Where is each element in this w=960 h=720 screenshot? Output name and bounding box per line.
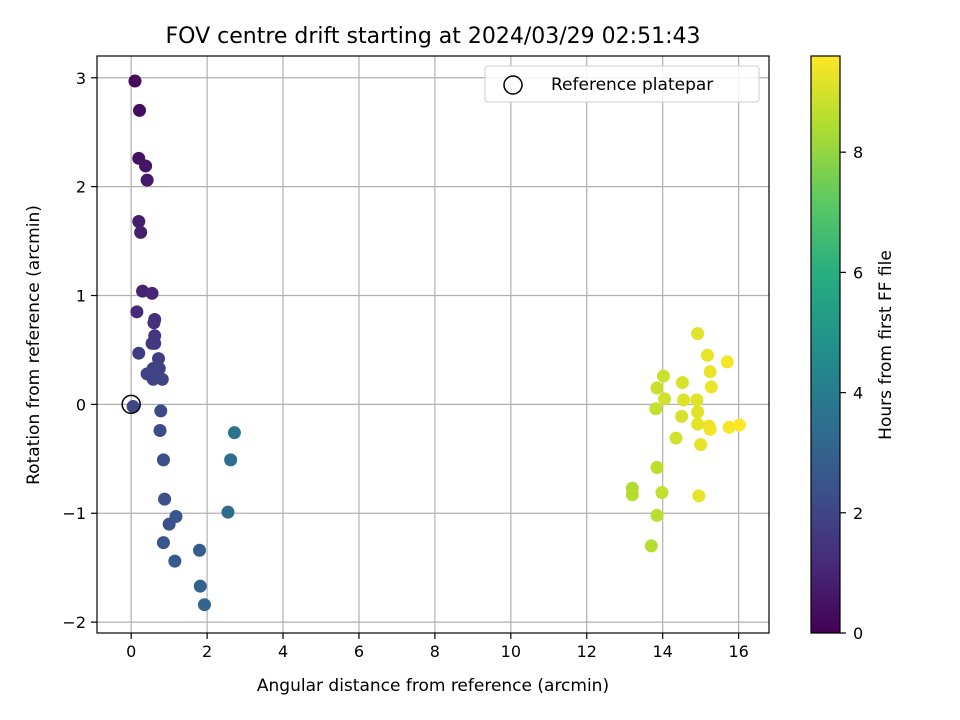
scatter-point xyxy=(644,539,658,553)
scatter-point xyxy=(224,453,238,467)
y-tick-label: 1 xyxy=(76,287,86,306)
scatter-point xyxy=(732,418,746,432)
y-tick-label: 3 xyxy=(76,69,86,88)
scatter-point xyxy=(140,173,154,187)
scatter-point xyxy=(700,348,714,362)
scatter-point xyxy=(656,369,670,383)
scatter-point xyxy=(650,381,664,395)
scatter-point xyxy=(126,400,140,414)
y-tick-label: −1 xyxy=(62,504,86,523)
chart-title: FOV centre drift starting at 2024/03/29 … xyxy=(166,24,701,49)
scatter-point xyxy=(703,422,717,436)
scatter-point xyxy=(703,365,717,379)
legend: Reference platepar xyxy=(484,65,760,103)
colorbar-tick-label: 4 xyxy=(853,384,863,403)
scatter-point xyxy=(130,305,144,319)
scatter-point xyxy=(655,486,669,500)
scatter-points xyxy=(126,74,746,612)
colorbar-tick-label: 0 xyxy=(853,624,863,643)
scatter-point xyxy=(197,598,211,612)
colorbar: 0 2 4 6 8 Hours from first FF file xyxy=(810,55,896,643)
scatter-point xyxy=(193,579,207,593)
x-axis-label: Angular distance from reference (arcmin) xyxy=(257,676,609,696)
scatter-point xyxy=(134,225,148,239)
colorbar-tick-label: 6 xyxy=(853,263,863,282)
colorbar-tick-label: 2 xyxy=(853,504,863,523)
scatter-point xyxy=(158,492,172,506)
y-axis-label: Rotation from reference (arcmin) xyxy=(24,205,44,485)
scatter-point xyxy=(154,404,168,418)
y-axis-ticks: −2 −1 0 1 2 3 xyxy=(62,69,97,632)
scatter-point xyxy=(152,361,166,375)
legend-label: Reference platepar xyxy=(551,75,713,95)
scatter-point xyxy=(650,508,664,522)
x-tick-label: 8 xyxy=(430,642,440,661)
y-tick-label: 0 xyxy=(76,395,86,414)
x-tick-label: 4 xyxy=(278,642,288,661)
scatter-point xyxy=(148,336,162,350)
scatter-point xyxy=(690,393,704,407)
scatter-point xyxy=(722,420,736,434)
scatter-point xyxy=(193,543,207,557)
colorbar-tick-label: 8 xyxy=(853,143,863,162)
scatter-point xyxy=(694,438,708,452)
colorbar-frame xyxy=(810,55,841,634)
y-tick-label: −2 xyxy=(62,613,86,632)
x-tick-label: 16 xyxy=(728,642,748,661)
x-axis-ticks: 0 2 4 6 8 10 12 14 16 xyxy=(126,633,749,661)
scatter-point xyxy=(153,424,167,438)
scatter-point xyxy=(168,554,182,568)
scatter-point xyxy=(692,489,706,503)
scatter-point xyxy=(650,461,664,475)
scatter-point xyxy=(675,409,689,423)
scatter-point xyxy=(169,510,183,524)
x-tick-label: 2 xyxy=(202,642,212,661)
scatter-point xyxy=(156,453,170,467)
plot-frame xyxy=(96,55,770,634)
colorbar-ticks: 0 2 4 6 8 xyxy=(840,143,863,643)
grid xyxy=(97,56,769,633)
reference-platepar-marker xyxy=(121,394,141,415)
legend-marker-icon xyxy=(503,75,523,95)
legend-box xyxy=(484,65,760,103)
scatter-point xyxy=(658,392,672,406)
scatter-point xyxy=(720,355,734,369)
scatter-point xyxy=(155,372,169,386)
y-tick-label: 2 xyxy=(76,178,86,197)
x-tick-label: 6 xyxy=(354,642,364,661)
scatter-point xyxy=(221,505,235,519)
colorbar-label: Hours from first FF file xyxy=(876,250,896,440)
x-tick-label: 0 xyxy=(126,642,136,661)
scatter-point xyxy=(691,327,705,341)
scatter-point xyxy=(625,488,639,502)
scatter-point xyxy=(227,426,241,440)
scatter-point xyxy=(669,431,683,445)
x-tick-label: 12 xyxy=(577,642,597,661)
colorbar-gradient xyxy=(811,56,840,633)
scatter-point xyxy=(691,405,705,419)
scatter-point xyxy=(133,103,147,117)
scatter-point xyxy=(148,312,162,326)
scatter-point xyxy=(132,346,146,360)
scatter-point xyxy=(152,352,166,366)
scatter-point xyxy=(146,372,160,386)
scatter-point xyxy=(139,159,153,173)
scatter-point xyxy=(145,286,159,300)
scatter-point xyxy=(156,536,170,550)
scatter-point xyxy=(677,393,691,407)
x-tick-label: 10 xyxy=(501,642,521,661)
x-tick-label: 14 xyxy=(653,642,673,661)
scatter-point xyxy=(704,380,718,394)
scatter-point xyxy=(649,402,663,416)
scatter-point xyxy=(675,376,689,390)
scatter-point xyxy=(132,214,146,228)
scatter-point xyxy=(128,74,142,88)
scatter-point xyxy=(691,417,705,431)
